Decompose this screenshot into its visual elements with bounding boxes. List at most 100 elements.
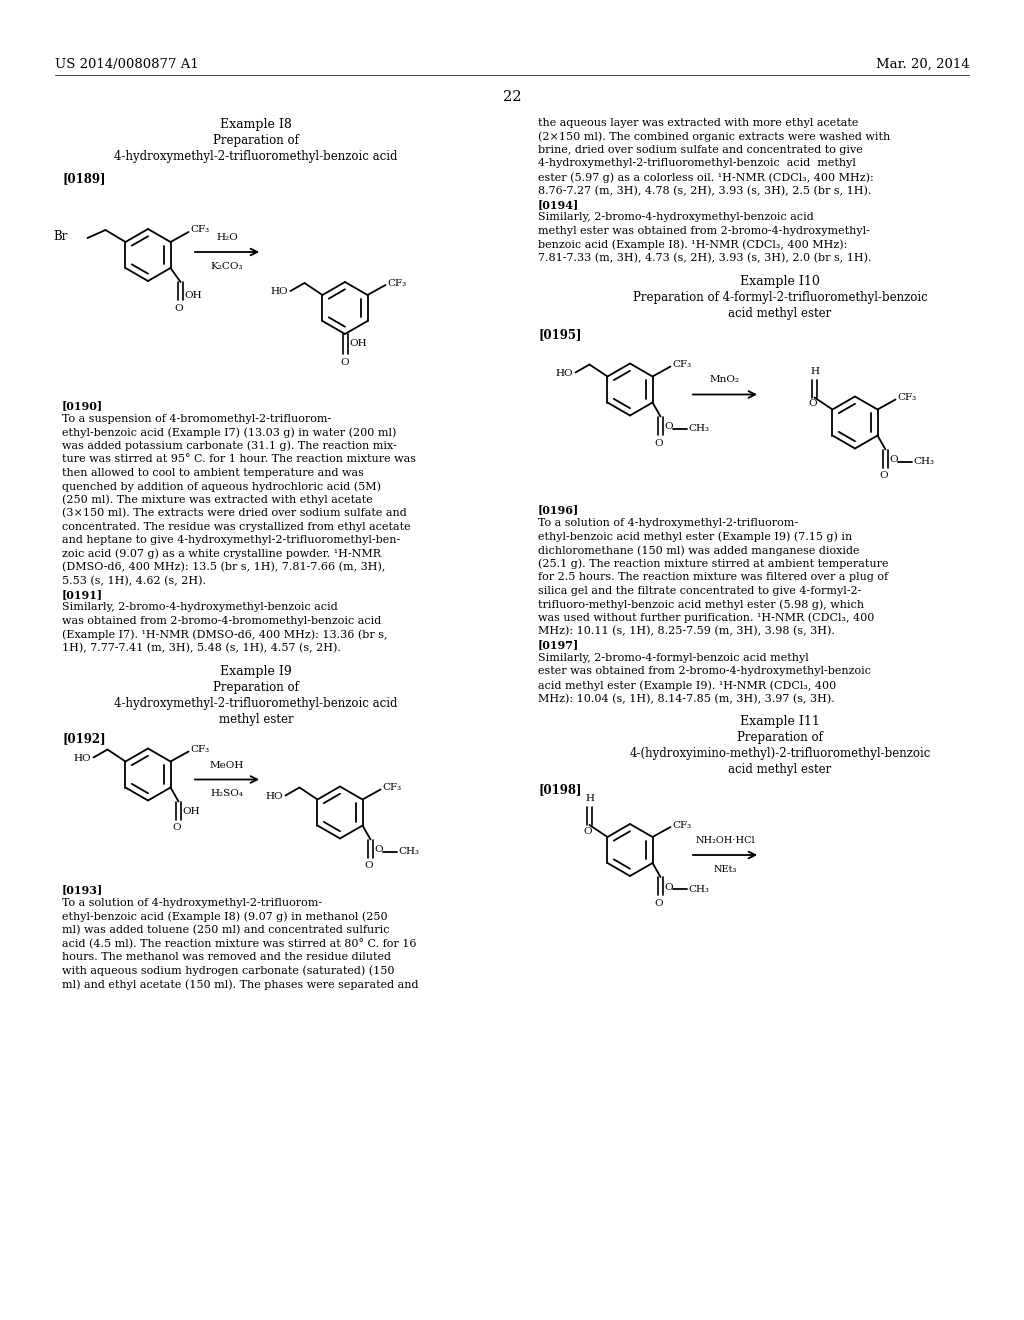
- Text: acid methyl ester: acid methyl ester: [728, 306, 831, 319]
- Text: 22: 22: [503, 90, 521, 104]
- Text: CF₃: CF₃: [897, 393, 916, 403]
- Text: ester (5.97 g) as a colorless oil. ¹H-NMR (CDCl₃, 400 MHz):: ester (5.97 g) as a colorless oil. ¹H-NM…: [538, 172, 873, 182]
- Text: (2×150 ml). The combined organic extracts were washed with: (2×150 ml). The combined organic extract…: [538, 132, 890, 143]
- Text: quenched by addition of aqueous hydrochloric acid (5M): quenched by addition of aqueous hydrochl…: [62, 480, 381, 491]
- Text: Example I11: Example I11: [740, 715, 820, 729]
- Text: [0189]: [0189]: [62, 172, 105, 185]
- Text: HO: HO: [266, 792, 284, 801]
- Text: H₂SO₄: H₂SO₄: [211, 789, 244, 799]
- Text: acid methyl ester (Example I9). ¹H-NMR (CDCl₃, 400: acid methyl ester (Example I9). ¹H-NMR (…: [538, 680, 837, 690]
- Text: the aqueous layer was extracted with more ethyl acetate: the aqueous layer was extracted with mor…: [538, 117, 858, 128]
- Text: ester was obtained from 2-bromo-4-hydroxymethyl-benzoic: ester was obtained from 2-bromo-4-hydrox…: [538, 667, 871, 676]
- Text: Similarly, 2-bromo-4-hydroxymethyl-benzoic acid: Similarly, 2-bromo-4-hydroxymethyl-benzo…: [538, 213, 814, 223]
- Text: Example I8: Example I8: [220, 117, 292, 131]
- Text: CF₃: CF₃: [673, 360, 691, 370]
- Text: [0190]: [0190]: [62, 400, 103, 411]
- Text: brine, dried over sodium sulfate and concentrated to give: brine, dried over sodium sulfate and con…: [538, 145, 863, 154]
- Text: ethyl-benzoic acid methyl ester (Example I9) (7.15 g) in: ethyl-benzoic acid methyl ester (Example…: [538, 532, 852, 543]
- Text: MeOH: MeOH: [210, 760, 244, 770]
- Text: [0193]: [0193]: [62, 884, 103, 895]
- Text: Preparation of: Preparation of: [213, 135, 299, 147]
- Text: was obtained from 2-bromo-4-bromomethyl-benzoic acid: was obtained from 2-bromo-4-bromomethyl-…: [62, 616, 381, 626]
- Text: HO: HO: [556, 370, 573, 378]
- Text: then allowed to cool to ambient temperature and was: then allowed to cool to ambient temperat…: [62, 467, 364, 478]
- Text: O: O: [890, 455, 898, 465]
- Text: ture was stirred at 95° C. for 1 hour. The reaction mixture was: ture was stirred at 95° C. for 1 hour. T…: [62, 454, 416, 465]
- Text: O: O: [365, 862, 373, 870]
- Text: O: O: [341, 358, 349, 367]
- Text: O: O: [375, 845, 383, 854]
- Text: [0198]: [0198]: [538, 783, 582, 796]
- Text: with aqueous sodium hydrogen carbonate (saturated) (150: with aqueous sodium hydrogen carbonate (…: [62, 965, 394, 975]
- Text: O: O: [665, 883, 673, 891]
- Text: NH₂OH·HCl: NH₂OH·HCl: [695, 836, 755, 845]
- Text: [0191]: [0191]: [62, 589, 103, 601]
- Text: OH: OH: [182, 807, 200, 816]
- Text: Preparation of 4-formyl-2-trifluoromethyl-benzoic: Preparation of 4-formyl-2-trifluoromethy…: [633, 290, 928, 304]
- Text: CH₃: CH₃: [913, 457, 935, 466]
- Text: CF₃: CF₃: [190, 226, 210, 235]
- Text: H: H: [585, 795, 594, 803]
- Text: Mar. 20, 2014: Mar. 20, 2014: [877, 58, 970, 71]
- Text: CF₃: CF₃: [383, 783, 401, 792]
- Text: and heptane to give 4-hydroxymethyl-2-trifluoromethyl-ben-: and heptane to give 4-hydroxymethyl-2-tr…: [62, 535, 400, 545]
- Text: To a solution of 4-hydroxymethyl-2-trifluorom-: To a solution of 4-hydroxymethyl-2-trifl…: [62, 898, 323, 908]
- Text: O: O: [665, 422, 673, 432]
- Text: Example I9: Example I9: [220, 664, 292, 677]
- Text: To a solution of 4-hydroxymethyl-2-trifluorom-: To a solution of 4-hydroxymethyl-2-trifl…: [538, 517, 798, 528]
- Text: (250 ml). The mixture was extracted with ethyl acetate: (250 ml). The mixture was extracted with…: [62, 495, 373, 506]
- Text: H₂O: H₂O: [216, 234, 238, 242]
- Text: silica gel and the filtrate concentrated to give 4-formyl-2-: silica gel and the filtrate concentrated…: [538, 586, 861, 595]
- Text: zoic acid (9.07 g) as a white crystalline powder. ¹H-NMR: zoic acid (9.07 g) as a white crystallin…: [62, 549, 381, 560]
- Text: [0197]: [0197]: [538, 639, 580, 651]
- Text: (25.1 g). The reaction mixture stirred at ambient temperature: (25.1 g). The reaction mixture stirred a…: [538, 558, 889, 569]
- Text: for 2.5 hours. The reaction mixture was filtered over a plug of: for 2.5 hours. The reaction mixture was …: [538, 572, 888, 582]
- Text: CF₃: CF₃: [673, 821, 691, 829]
- Text: O: O: [654, 899, 663, 908]
- Text: MHz): 10.04 (s, 1H), 8.14-7.85 (m, 3H), 3.97 (s, 3H).: MHz): 10.04 (s, 1H), 8.14-7.85 (m, 3H), …: [538, 693, 835, 704]
- Text: 4-hydroxymethyl-2-trifluoromethyl-benzoic acid: 4-hydroxymethyl-2-trifluoromethyl-benzoi…: [115, 697, 397, 710]
- Text: ml) was added toluene (250 ml) and concentrated sulfuric: ml) was added toluene (250 ml) and conce…: [62, 925, 389, 936]
- Text: To a suspension of 4-bromomethyl-2-trifluorom-: To a suspension of 4-bromomethyl-2-trifl…: [62, 413, 331, 424]
- Text: 5.53 (s, 1H), 4.62 (s, 2H).: 5.53 (s, 1H), 4.62 (s, 2H).: [62, 576, 206, 586]
- Text: (Example I7). ¹H-NMR (DMSO-d6, 400 MHz): 13.36 (br s,: (Example I7). ¹H-NMR (DMSO-d6, 400 MHz):…: [62, 630, 387, 640]
- Text: dichloromethane (150 ml) was added manganese dioxide: dichloromethane (150 ml) was added manga…: [538, 545, 859, 556]
- Text: 8.76-7.27 (m, 3H), 4.78 (s, 2H), 3.93 (s, 3H), 2.5 (br s, 1H).: 8.76-7.27 (m, 3H), 4.78 (s, 2H), 3.93 (s…: [538, 186, 871, 195]
- Text: ethyl-benzoic acid (Example I7) (13.03 g) in water (200 ml): ethyl-benzoic acid (Example I7) (13.03 g…: [62, 426, 396, 437]
- Text: Similarly, 2-bromo-4-hydroxymethyl-benzoic acid: Similarly, 2-bromo-4-hydroxymethyl-benzo…: [62, 602, 338, 612]
- Text: US 2014/0080877 A1: US 2014/0080877 A1: [55, 58, 199, 71]
- Text: Preparation of: Preparation of: [737, 731, 823, 744]
- Text: acid methyl ester: acid methyl ester: [728, 763, 831, 776]
- Text: O: O: [880, 471, 888, 480]
- Text: concentrated. The residue was crystallized from ethyl acetate: concentrated. The residue was crystalliz…: [62, 521, 411, 532]
- Text: HO: HO: [271, 288, 289, 297]
- Text: trifluoro-methyl-benzoic acid methyl ester (5.98 g), which: trifluoro-methyl-benzoic acid methyl est…: [538, 599, 864, 610]
- Text: O: O: [584, 828, 592, 836]
- Text: MnO₂: MnO₂: [710, 375, 740, 384]
- Text: 4-(hydroxyimino-methyl)-2-trifluoromethyl-benzoic: 4-(hydroxyimino-methyl)-2-trifluoromethy…: [630, 747, 931, 760]
- Text: CF₃: CF₃: [387, 279, 407, 288]
- Text: methyl ester was obtained from 2-bromo-4-hydroxymethyl-: methyl ester was obtained from 2-bromo-4…: [538, 226, 869, 236]
- Text: Br: Br: [53, 231, 68, 243]
- Text: benzoic acid (Example I8). ¹H-NMR (CDCl₃, 400 MHz):: benzoic acid (Example I8). ¹H-NMR (CDCl₃…: [538, 239, 848, 249]
- Text: 4-hydroxymethyl-2-trifluoromethyl-benzoic acid: 4-hydroxymethyl-2-trifluoromethyl-benzoi…: [115, 150, 397, 162]
- Text: ethyl-benzoic acid (Example I8) (9.07 g) in methanol (250: ethyl-benzoic acid (Example I8) (9.07 g)…: [62, 912, 388, 923]
- Text: CH₃: CH₃: [688, 884, 710, 894]
- Text: K₂CO₃: K₂CO₃: [211, 261, 244, 271]
- Text: CF₃: CF₃: [190, 744, 210, 754]
- Text: Similarly, 2-bromo-4-formyl-benzoic acid methyl: Similarly, 2-bromo-4-formyl-benzoic acid…: [538, 653, 809, 663]
- Text: CH₃: CH₃: [398, 847, 420, 855]
- Text: [0194]: [0194]: [538, 199, 580, 210]
- Text: methyl ester: methyl ester: [219, 713, 293, 726]
- Text: NEt₃: NEt₃: [714, 865, 736, 874]
- Text: OH: OH: [184, 292, 202, 301]
- Text: O: O: [174, 304, 183, 313]
- Text: (3×150 ml). The extracts were dried over sodium sulfate and: (3×150 ml). The extracts were dried over…: [62, 508, 407, 519]
- Text: 7.81-7.33 (m, 3H), 4.73 (s, 2H), 3.93 (s, 3H), 2.0 (br s, 1H).: 7.81-7.33 (m, 3H), 4.73 (s, 2H), 3.93 (s…: [538, 253, 871, 264]
- Text: O: O: [654, 438, 663, 447]
- Text: was added potassium carbonate (31.1 g). The reaction mix-: was added potassium carbonate (31.1 g). …: [62, 441, 396, 451]
- Text: MHz): 10.11 (s, 1H), 8.25-7.59 (m, 3H), 3.98 (s, 3H).: MHz): 10.11 (s, 1H), 8.25-7.59 (m, 3H), …: [538, 626, 835, 636]
- Text: (DMSO-d6, 400 MHz): 13.5 (br s, 1H), 7.81-7.66 (m, 3H),: (DMSO-d6, 400 MHz): 13.5 (br s, 1H), 7.8…: [62, 562, 385, 573]
- Text: 1H), 7.77-7.41 (m, 3H), 5.48 (s, 1H), 4.57 (s, 2H).: 1H), 7.77-7.41 (m, 3H), 5.48 (s, 1H), 4.…: [62, 643, 341, 653]
- Text: acid (4.5 ml). The reaction mixture was stirred at 80° C. for 16: acid (4.5 ml). The reaction mixture was …: [62, 939, 417, 949]
